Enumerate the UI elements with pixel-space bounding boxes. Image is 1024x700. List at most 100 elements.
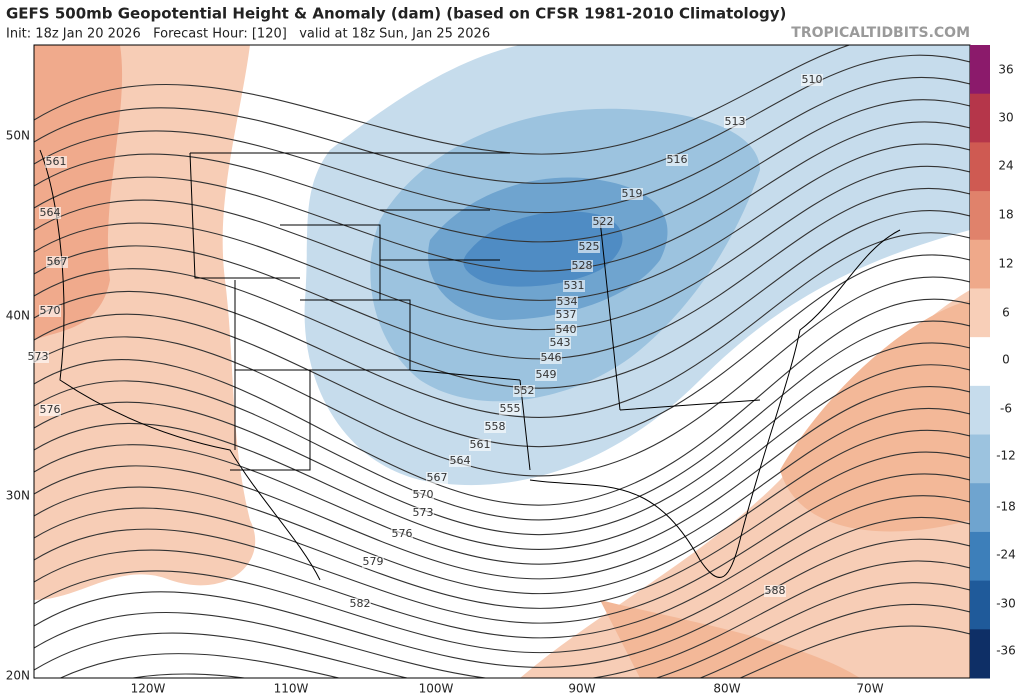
contour-label-bg	[592, 216, 614, 228]
contour-line	[34, 210, 970, 389]
contour-line	[34, 473, 970, 624]
contour-line	[34, 364, 970, 550]
colorbar-segment	[970, 629, 990, 679]
contour-label-bg	[666, 154, 688, 166]
contour-label: 522	[593, 215, 614, 228]
contour-label: 573	[28, 350, 49, 363]
contour-label: 543	[550, 336, 571, 349]
contour-label-bg	[556, 296, 578, 308]
contour-label-bg	[621, 188, 643, 200]
latitude-label: 30N	[6, 489, 30, 503]
colorbar-label: -36	[996, 644, 1016, 658]
colorbar-label: 30	[998, 111, 1013, 125]
contour-label-bg	[469, 439, 491, 451]
contour-label: 555	[500, 402, 521, 415]
colorbar	[970, 45, 990, 679]
latitude-label: 50N	[6, 129, 30, 143]
longitude-label: 70W	[856, 682, 883, 696]
contour-label-bg	[499, 403, 521, 415]
contour-label-bg	[571, 260, 593, 272]
contour-label: 588	[765, 584, 786, 597]
contour-label: 564	[450, 454, 471, 467]
contour-label-bg	[45, 156, 67, 168]
colorbar-label: -24	[996, 548, 1016, 562]
title: GEFS 500mb Geopotential Height & Anomaly…	[6, 5, 786, 23]
contour-label-bg	[549, 337, 571, 349]
colorbar-label: -18	[996, 500, 1016, 514]
contour-label: 576	[392, 527, 413, 540]
contour-label: 540	[556, 323, 577, 336]
contour-line	[34, 121, 970, 272]
contour-label-bg	[39, 404, 61, 416]
contour-label-bg	[27, 351, 49, 363]
contour-line	[34, 77, 970, 214]
contour-line	[34, 342, 970, 536]
longitude-label: 90W	[568, 682, 595, 696]
colorbar-segment	[970, 288, 990, 338]
contour-label-bg	[39, 207, 61, 219]
contour-line	[34, 232, 970, 418]
contour-line	[34, 495, 970, 639]
contour-label: 573	[413, 506, 434, 519]
contour-label-bg	[724, 116, 746, 128]
colorbar-label: -12	[996, 449, 1016, 463]
contour-label: 567	[47, 255, 68, 268]
contour-line	[34, 320, 970, 521]
contour-label-bg	[412, 489, 434, 501]
colorbar-segment	[970, 531, 990, 582]
colorbar-label: 36	[998, 63, 1013, 77]
contour-label-bg	[535, 369, 557, 381]
contour-label-bg	[801, 74, 823, 86]
contour-label: 567	[427, 471, 448, 484]
contour-label: 549	[536, 368, 557, 381]
colorbar-label: -30	[996, 597, 1016, 611]
colorbar-segment	[970, 239, 990, 289]
contour-line	[34, 45, 852, 155]
contour-line	[34, 386, 970, 565]
colorbar-label: 24	[998, 159, 1013, 173]
contour-label-bg	[764, 585, 786, 597]
colorbar-segment	[970, 337, 990, 387]
contour-label-bg	[540, 352, 562, 364]
latitude-label: 40N	[6, 309, 30, 323]
contour-label: 534	[557, 295, 578, 308]
colorbar-segment	[970, 93, 990, 143]
map-area	[34, 45, 970, 678]
contour-label: 579	[363, 555, 384, 568]
longitude-label: 110W	[274, 682, 309, 696]
contour-label-bg	[391, 528, 413, 540]
contour-line	[34, 517, 970, 654]
colorbar-segment	[970, 45, 990, 95]
contour-label-bg	[555, 309, 577, 321]
contour-label-bg	[484, 421, 506, 433]
contour-line	[34, 276, 970, 477]
contour-label: 531	[564, 279, 585, 292]
longitude-label: 120W	[131, 682, 166, 696]
contour-line	[34, 560, 970, 678]
colorbar-segment	[970, 142, 990, 192]
longitude-label: 80W	[713, 682, 740, 696]
contour-line	[34, 407, 970, 580]
contour-label-bg	[46, 256, 68, 268]
contour-label: 537	[556, 308, 577, 321]
contour-label: 528	[572, 259, 593, 272]
colorbar-label: 18	[998, 208, 1013, 222]
colorbar-segment	[970, 483, 990, 533]
subtitle: Init: 18z Jan 20 2026 Forecast Hour: [12…	[6, 27, 490, 42]
colorbar-segment	[970, 580, 990, 630]
contour-label: 552	[514, 384, 535, 397]
contour-label: 546	[541, 351, 562, 364]
colorbar-segment	[970, 385, 990, 436]
longitude-label: 100W	[419, 682, 454, 696]
source: TROPICALTIDBITS.COM	[791, 25, 970, 41]
colorbar-label: 0	[1002, 353, 1010, 367]
contour-label: 576	[40, 403, 61, 416]
contour-label: 519	[622, 187, 643, 200]
contour-label-bg	[39, 305, 61, 317]
contour-line	[34, 254, 970, 448]
contour-line	[59, 603, 970, 678]
contour-label-bg	[362, 556, 384, 568]
contour-label: 564	[40, 206, 61, 219]
contour-label: 516	[667, 153, 688, 166]
